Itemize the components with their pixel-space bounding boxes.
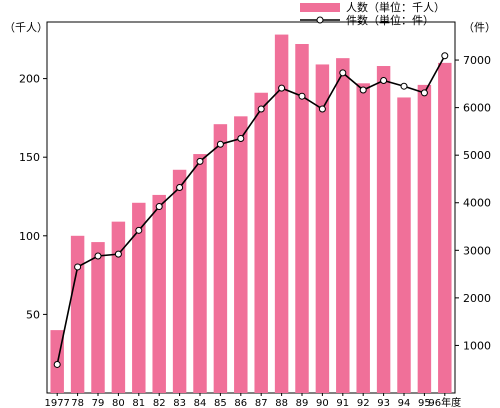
- legend: 人数（単位：千人）件数（単位：件）: [300, 0, 445, 27]
- line-point: [339, 69, 347, 77]
- left-tick-label: 100: [19, 230, 40, 243]
- x-tick-label: 80: [112, 398, 125, 408]
- bar: [397, 97, 411, 393]
- bar: [152, 194, 166, 393]
- left-tick-label: 150: [19, 151, 40, 164]
- line-point: [114, 250, 122, 258]
- right-tick-label: 6000: [463, 102, 491, 115]
- line-point: [278, 84, 286, 92]
- x-tick-label: 92: [357, 398, 370, 408]
- line-point: [298, 92, 306, 100]
- bar: [315, 64, 330, 393]
- plot-frame: [46, 21, 456, 394]
- x-tick-label: 78: [71, 398, 84, 408]
- right-tick-label: 7000: [463, 54, 491, 67]
- right-tick-label: 1000: [463, 339, 491, 352]
- plot-border: [46, 21, 456, 394]
- bar-series: [50, 34, 452, 394]
- line-point: [380, 77, 388, 85]
- bar: [274, 34, 289, 394]
- x-tick-label: 87: [255, 398, 268, 408]
- legend-swatch-bar: [300, 3, 340, 12]
- bar: [254, 92, 268, 394]
- line-point: [216, 140, 224, 148]
- x-tick-label: 96年度: [428, 396, 461, 408]
- bar: [132, 202, 146, 393]
- x-tick-label: 82: [153, 398, 166, 408]
- bar: [356, 83, 370, 393]
- bar: [438, 62, 452, 393]
- legend-label-bar: 人数（単位：千人）: [346, 0, 445, 14]
- left-tick-label: 200: [19, 73, 40, 86]
- x-tick-label: 89: [296, 398, 309, 408]
- x-tick-label: 85: [214, 398, 227, 408]
- x-tick-label: 90: [316, 398, 329, 408]
- left-axis: 50 100 150 200 （千人）: [4, 21, 48, 321]
- line-point: [400, 82, 408, 90]
- bar: [172, 169, 187, 393]
- bar: [91, 242, 105, 393]
- right-axis-unit: （件）: [463, 21, 496, 34]
- x-tick-label: 83: [173, 398, 186, 408]
- x-tick-label: 94: [398, 398, 411, 408]
- line-point: [257, 105, 265, 113]
- line-point: [420, 89, 428, 97]
- line-point: [237, 135, 245, 143]
- x-tick-label: 79: [92, 398, 105, 408]
- left-tick-label: 50: [26, 308, 40, 321]
- series-line: [56, 55, 446, 365]
- x-tick-label: 88: [275, 398, 288, 408]
- bar: [111, 221, 126, 393]
- bar: [234, 116, 248, 394]
- x-tick-label: 1977: [44, 398, 69, 408]
- right-tick-label: 2000: [463, 292, 491, 305]
- line-point: [53, 360, 61, 368]
- left-axis-unit: （千人）: [4, 21, 48, 34]
- x-tick-label: 95: [418, 398, 431, 408]
- legend-swatch-marker: [316, 16, 324, 24]
- line-point: [94, 252, 102, 260]
- bar: [336, 58, 350, 394]
- right-axis: 1000 2000 3000 4000 5000 6000 7000 （件）: [455, 21, 496, 352]
- bar: [295, 44, 309, 393]
- line-point: [196, 157, 204, 165]
- bar: [193, 154, 207, 393]
- right-tick-label: 5000: [463, 149, 491, 162]
- bar: [376, 66, 391, 393]
- bar: [417, 84, 432, 394]
- legend-label-line: 件数（単位：件）: [346, 13, 434, 27]
- line-point: [441, 52, 449, 60]
- line-point: [318, 105, 326, 113]
- x-axis: 1977 78 79 80 81 82 83 84 85 86 87 88 89 90 91 92 93 94 95…: [44, 393, 461, 408]
- bar: [70, 235, 85, 393]
- bar: [213, 124, 228, 394]
- line-point: [176, 184, 184, 192]
- x-tick-label: 84: [194, 398, 207, 408]
- x-tick-label: 81: [132, 398, 145, 408]
- line-point: [135, 226, 143, 234]
- line-point: [74, 263, 82, 271]
- x-tick-label: 91: [336, 398, 349, 408]
- line-point: [155, 203, 163, 211]
- line-series: [53, 52, 449, 368]
- right-tick-label: 4000: [463, 197, 491, 210]
- line-point: [359, 86, 367, 94]
- x-tick-label: 86: [234, 398, 247, 408]
- right-tick-label: 3000: [463, 244, 491, 257]
- x-tick-label: 93: [377, 398, 390, 408]
